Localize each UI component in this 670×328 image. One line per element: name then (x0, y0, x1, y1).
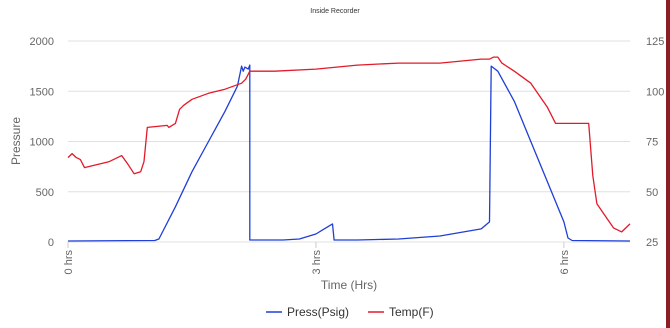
y-tick-label: 1500 (30, 86, 54, 98)
y-tick-label: 500 (36, 187, 54, 199)
y2-tick-label: 125 (646, 36, 664, 48)
y-axis-right: 25 50 75 100 125 (646, 36, 664, 249)
edge-accent-bar (666, 0, 670, 328)
series-lines (67, 56, 631, 242)
x-axis: 0 hrs 3 hrs 6 hrs (63, 242, 571, 274)
legend-label: Temp(F) (389, 305, 434, 319)
y2-tick-label: 100 (646, 86, 664, 98)
series-line-temperature (67, 56, 631, 233)
legend: Press(Psig) Temp(F) (266, 305, 434, 319)
x-tick-label: 0 hrs (63, 250, 75, 275)
y-axis-title: Pressure (9, 117, 23, 165)
y-tick-label: 2000 (30, 36, 54, 48)
gridlines (68, 40, 630, 243)
y2-tick-label: 75 (646, 137, 658, 149)
y2-tick-label: 50 (646, 187, 658, 199)
y-tick-label: 0 (48, 237, 54, 249)
y-axis-left: 0 500 1000 1500 2000 (30, 36, 54, 249)
chart-title: Inside Recorder (310, 8, 360, 15)
y2-tick-label: 25 (646, 237, 658, 249)
series-line-pressure (67, 64, 631, 242)
legend-label: Press(Psig) (287, 305, 349, 319)
x-tick-label: 6 hrs (559, 250, 571, 275)
x-axis-title: Time (Hrs) (321, 278, 377, 292)
y-tick-label: 1000 (30, 137, 54, 149)
x-tick-label: 3 hrs (311, 250, 323, 275)
